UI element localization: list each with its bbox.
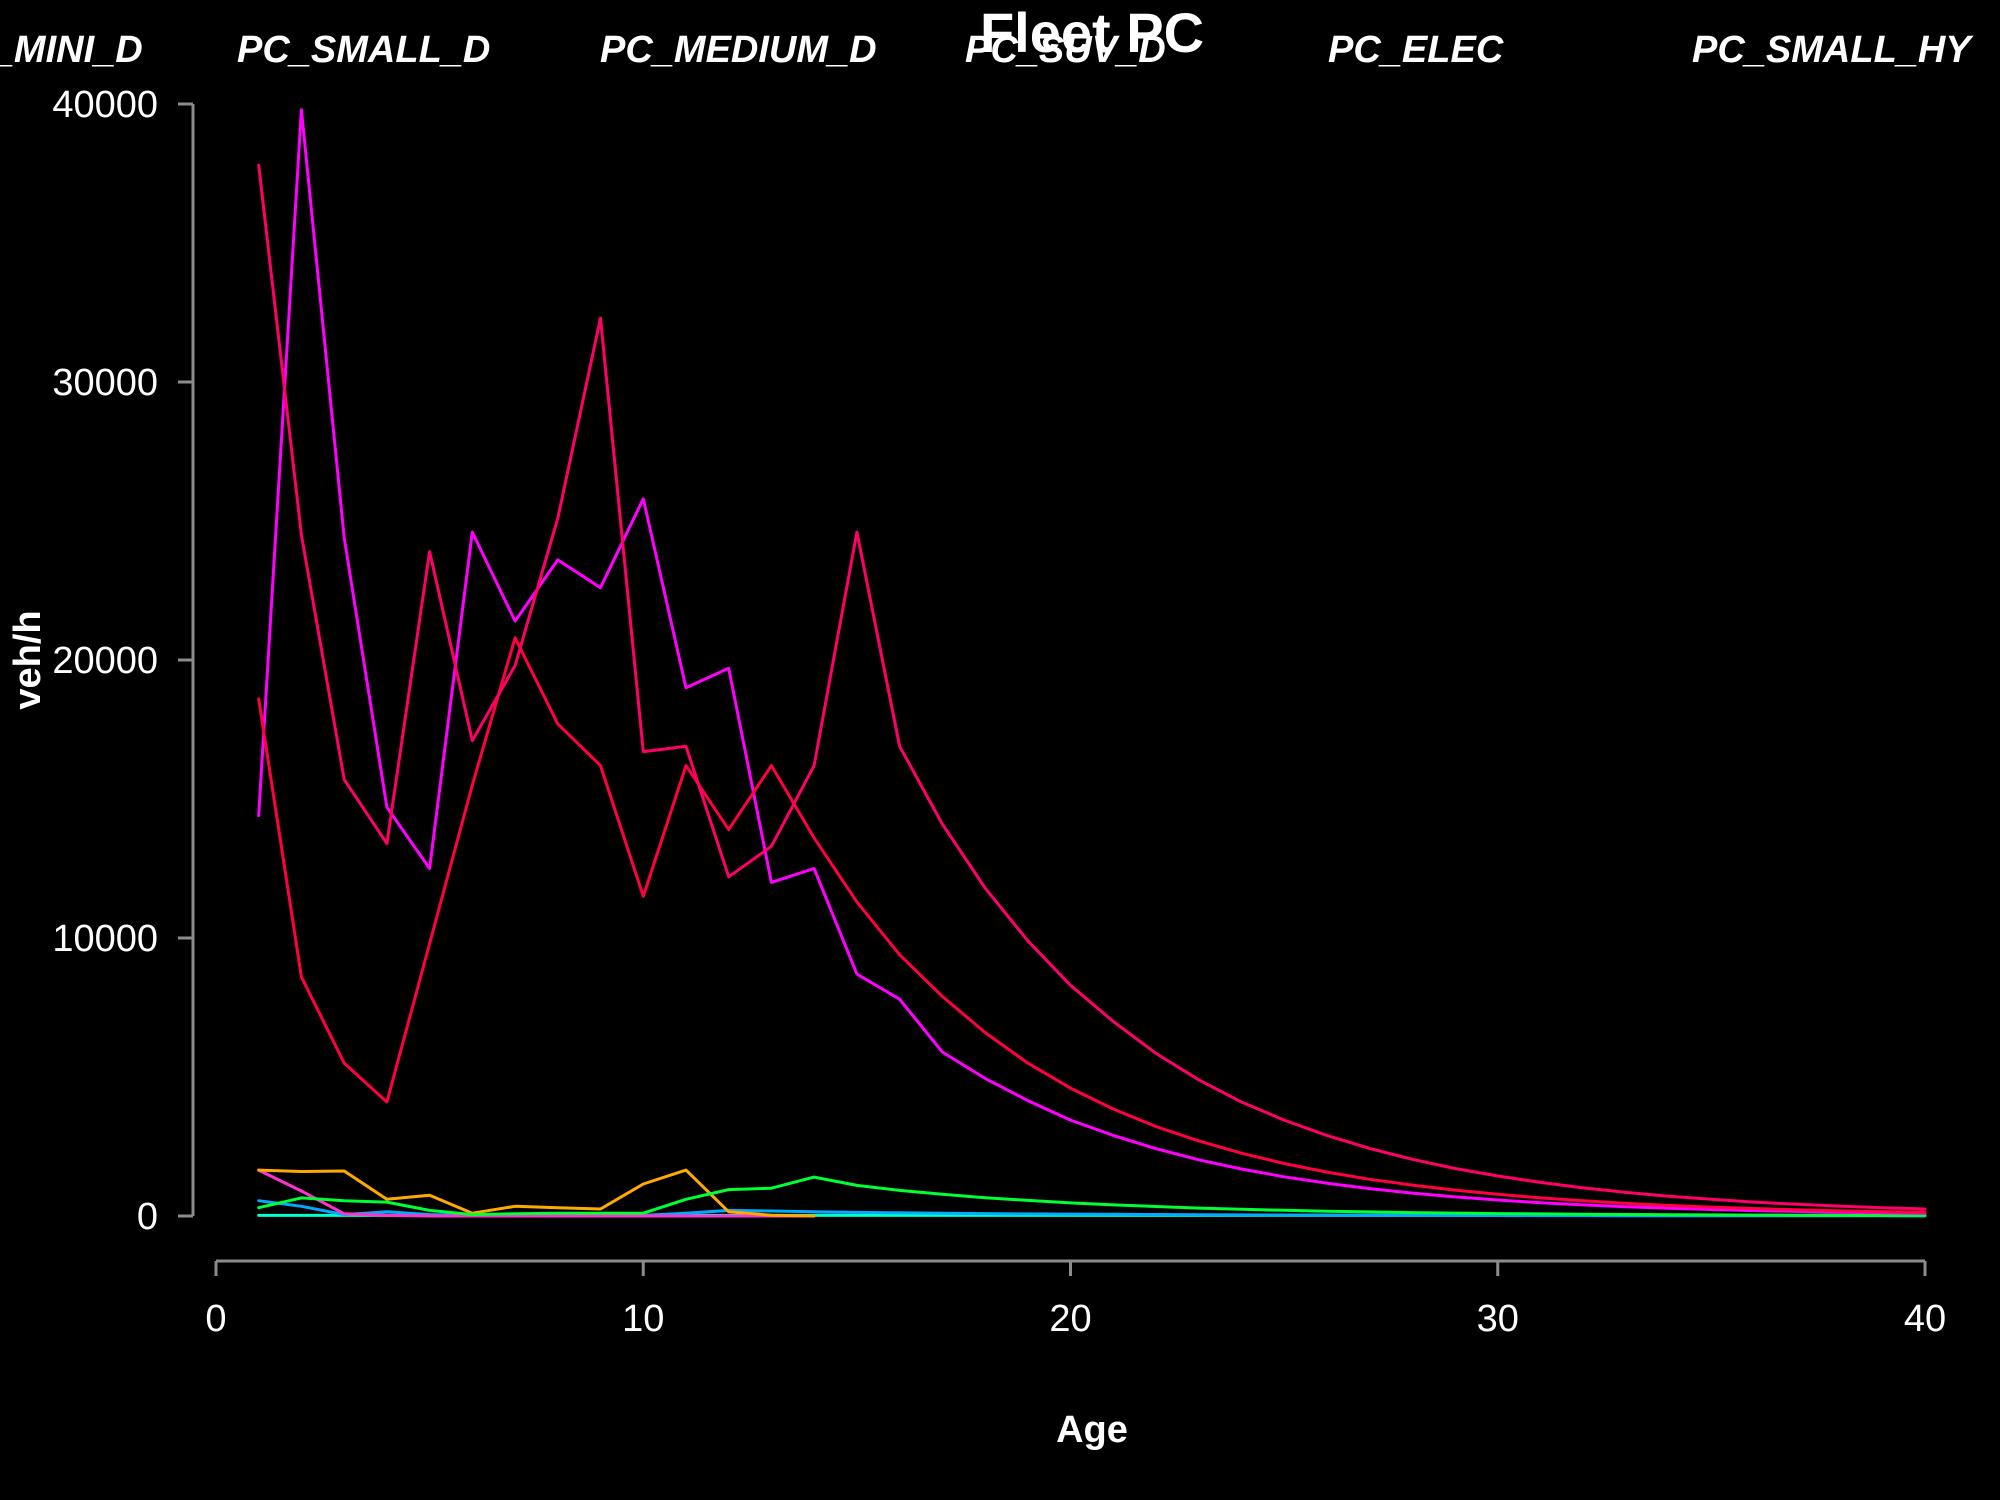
series-line-6 [257,1168,816,1218]
y-tick-label: 0 [137,1196,158,1238]
y-tick-label: 10000 [52,918,158,960]
y-tick-label: 30000 [52,362,158,404]
chart-title: Fleet PC [980,1,1204,64]
x-tick-label: 20 [1049,1298,1091,1340]
x-tick-label: 30 [1477,1298,1519,1340]
x-tick-label: 10 [622,1298,664,1340]
x-tick-label: 0 [205,1298,226,1340]
x-axis: 0 10 20 30 40 [205,1259,1946,1340]
top-label-3: PC_SUV_D [965,29,1166,71]
y-ticks: 0 10000 20000 30000 40000 [52,84,193,1238]
series-line-1 [257,163,1927,1211]
x-ticks: 0 10 20 30 40 [205,1261,1946,1340]
top-labels: PC_MINI_D PC_SMALL_D PC_MEDIUM_D PC_SUV_… [0,29,1974,71]
y-tick-label: 40000 [52,84,158,126]
series-lines [257,108,1927,1218]
y-axis: 0 10000 20000 30000 40000 [52,84,195,1238]
y-axis-title: veh/h [7,610,49,709]
top-label-1: PC_SMALL_D [237,29,490,71]
y-tick-label: 20000 [52,640,158,682]
x-tick-label: 40 [1904,1298,1946,1340]
top-label-4: PC_ELEC [1328,29,1504,71]
x-axis-title: Age [1056,1409,1128,1451]
series-line-4 [257,1175,1927,1218]
top-label-5: PC_SMALL_HY [1692,29,1974,71]
top-label-0: PC_MINI_D [0,29,143,71]
top-label-2: PC_MEDIUM_D [600,29,877,71]
series-line-2 [257,636,1927,1214]
series-line-5 [257,1168,816,1218]
